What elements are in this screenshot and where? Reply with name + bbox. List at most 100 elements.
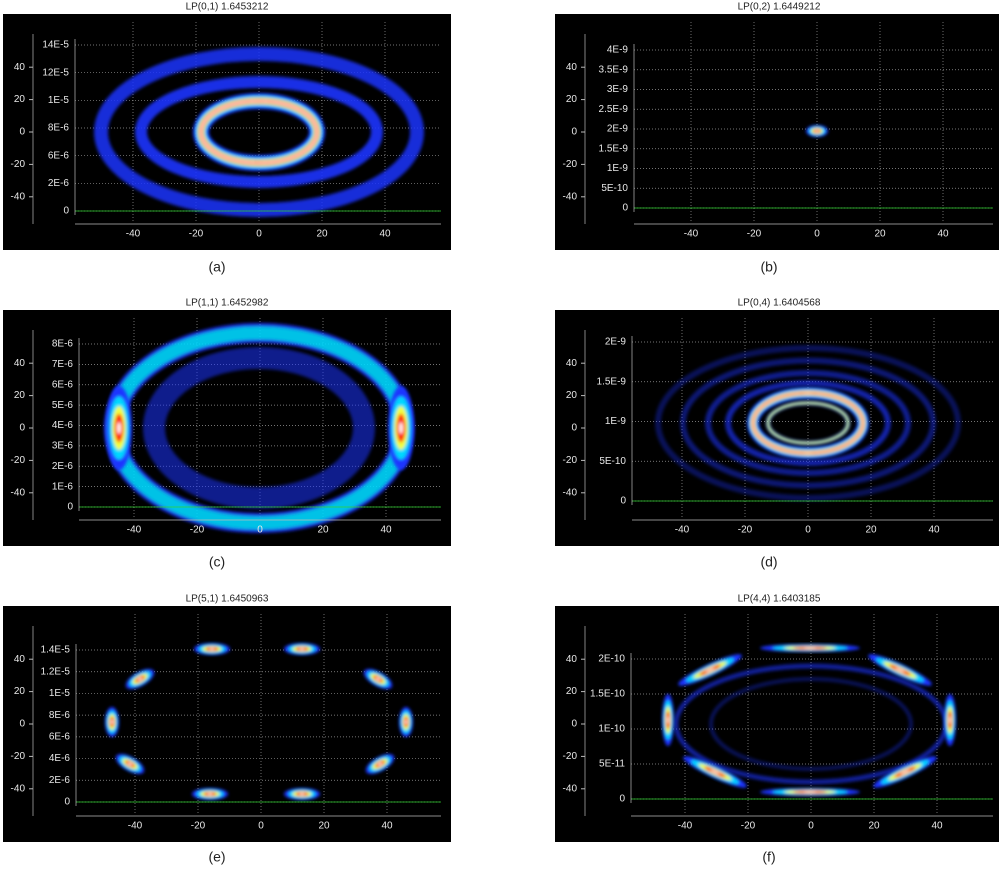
y-tick-label: 20 (14, 686, 26, 697)
mode-ring (655, 345, 961, 501)
x-tick-label: 0 (805, 525, 811, 536)
ring-layer (680, 357, 936, 489)
intensity-tick-label: 3E-9 (607, 84, 629, 95)
mode-lobe (115, 753, 145, 775)
x-tick-label: -20 (189, 229, 204, 240)
y-tick-label: 40 (566, 62, 578, 73)
lobe-layer (667, 716, 669, 724)
y-tick-label: -20 (11, 751, 26, 762)
intensity-tick-label: 5E-10 (599, 456, 626, 467)
x-tick-label: 0 (258, 821, 264, 832)
x-tick-label: 20 (865, 525, 877, 536)
intensity-tick-label: 1E-5 (49, 688, 71, 699)
lobe-layer (705, 667, 715, 673)
panel: 2E-10 1.5E-10 1E-10 5E-11 0 -40 -20 0 20 40 40 20 0 -… (555, 606, 999, 842)
intensity-tick-label: 2E-9 (607, 124, 629, 135)
ring-layer (752, 392, 864, 454)
x-tick-label: 40 (928, 525, 940, 536)
lobe-layer (710, 769, 720, 775)
mode-lobe (125, 668, 155, 690)
y-tick-label: 40 (14, 62, 26, 73)
intensity-tick-label: 6E-6 (52, 379, 74, 390)
mode-lobe (192, 788, 228, 800)
x-tick-label: 0 (808, 821, 814, 832)
y-tick-label: -20 (11, 159, 26, 170)
intensity-tick-label: 4E-6 (49, 753, 71, 764)
intensity-tick-label: 3E-6 (52, 441, 74, 452)
y-tick-label: 20 (14, 94, 26, 105)
y-tick-label: -40 (11, 191, 26, 202)
mode-lobe (944, 694, 956, 746)
panel: 8E-6 7E-6 6E-6 5E-6 4E-6 3E-6 2E-6 1E-6 0 -40 -20 0… (3, 310, 451, 546)
y-tick-label: 0 (19, 127, 25, 138)
plot (632, 318, 993, 518)
intensity-tick-label: 5E-10 (601, 183, 628, 194)
mode-lobe (868, 654, 932, 686)
panel: 1.4E-5 1.2E-5 1E-5 8E-6 6E-6 4E-6 2E-6 0 -40 -20 0… (3, 606, 451, 842)
panel: 4E-9 3.5E-9 3E-9 2.5E-9 2E-9 1.5E-9 1E-9 5E-10 0… (555, 14, 999, 250)
intensity-tick-label: 12E-5 (42, 67, 69, 78)
panel-caption: (c) (209, 554, 225, 570)
intensity-tick-label: 14E-5 (42, 40, 69, 51)
lobe-layer (207, 793, 213, 795)
intensity-tick-label: 2E-6 (49, 775, 71, 786)
panel-title: LP(5,1) 1.6450963 (186, 594, 269, 605)
intensity-tick-label: 1E-10 (598, 724, 625, 735)
y-tick-label: 20 (14, 390, 26, 401)
y-tick-label: -20 (563, 159, 578, 170)
intensity-tick-label: 8E-6 (49, 710, 71, 721)
y-tick-label: -40 (563, 783, 578, 794)
ring-layer (143, 347, 375, 509)
mode-ring (725, 380, 891, 466)
x-tick-label: -40 (684, 229, 699, 240)
intensity-tick-label: 4E-9 (607, 45, 629, 56)
x-tick-label: 20 (868, 821, 880, 832)
x-tick-label: 40 (380, 525, 392, 536)
x-tick-label: -40 (678, 821, 693, 832)
x-tick-label: 40 (381, 821, 393, 832)
lobe-layer (399, 422, 403, 434)
plot (634, 22, 993, 222)
mode-lobe (760, 644, 860, 652)
y-tick-label: -20 (11, 455, 26, 466)
intensity-tick-label: 0 (622, 203, 628, 214)
lobe-layer (299, 648, 305, 650)
lobe-layer (111, 719, 113, 725)
mode-ring (705, 370, 911, 476)
lobe-layer (377, 762, 383, 766)
intensity-tick-label: 6E-6 (49, 731, 71, 742)
x-tick-label: 40 (931, 821, 943, 832)
x-tick-label: -20 (190, 525, 205, 536)
intensity-tick-label: 8E-6 (52, 339, 74, 350)
x-tick-label: -40 (128, 821, 143, 832)
y-tick-label: 0 (19, 719, 25, 730)
intensity-tick-label: 5E-6 (52, 400, 74, 411)
lobe-layer (127, 762, 133, 766)
ring-layer (655, 345, 961, 501)
intensity-tick-label: 1E-9 (605, 416, 627, 427)
x-tick-label: 20 (317, 525, 329, 536)
mode-lobe (760, 788, 860, 796)
lobe-layer (405, 719, 407, 725)
mode-lobe (284, 643, 320, 655)
x-tick-label: 40 (379, 229, 391, 240)
mode-lobe (388, 386, 414, 470)
intensity-tick-label: 5E-11 (599, 759, 625, 770)
ring-layer (705, 370, 911, 476)
intensity-tick-label: 1.4E-5 (41, 645, 71, 656)
y-tick-label: -20 (563, 455, 578, 466)
intensity-tick-label: 1.2E-5 (41, 666, 71, 677)
mode-ring (143, 347, 375, 509)
y-tick-label: 40 (566, 654, 578, 665)
plot (631, 614, 993, 814)
panel-title: LP(0,1) 1.6453212 (186, 2, 269, 13)
mode-ring (193, 93, 325, 171)
mode-ring (94, 47, 424, 217)
mode-ring (766, 401, 850, 445)
plot (75, 22, 441, 222)
panel-title: LP(0,2) 1.6449212 (738, 2, 821, 13)
intensity-tick-label: 0 (619, 794, 625, 805)
panel-caption: (d) (760, 554, 777, 570)
intensity-tick-label: 3.5E-9 (599, 64, 629, 75)
x-tick-label: -40 (127, 525, 142, 536)
